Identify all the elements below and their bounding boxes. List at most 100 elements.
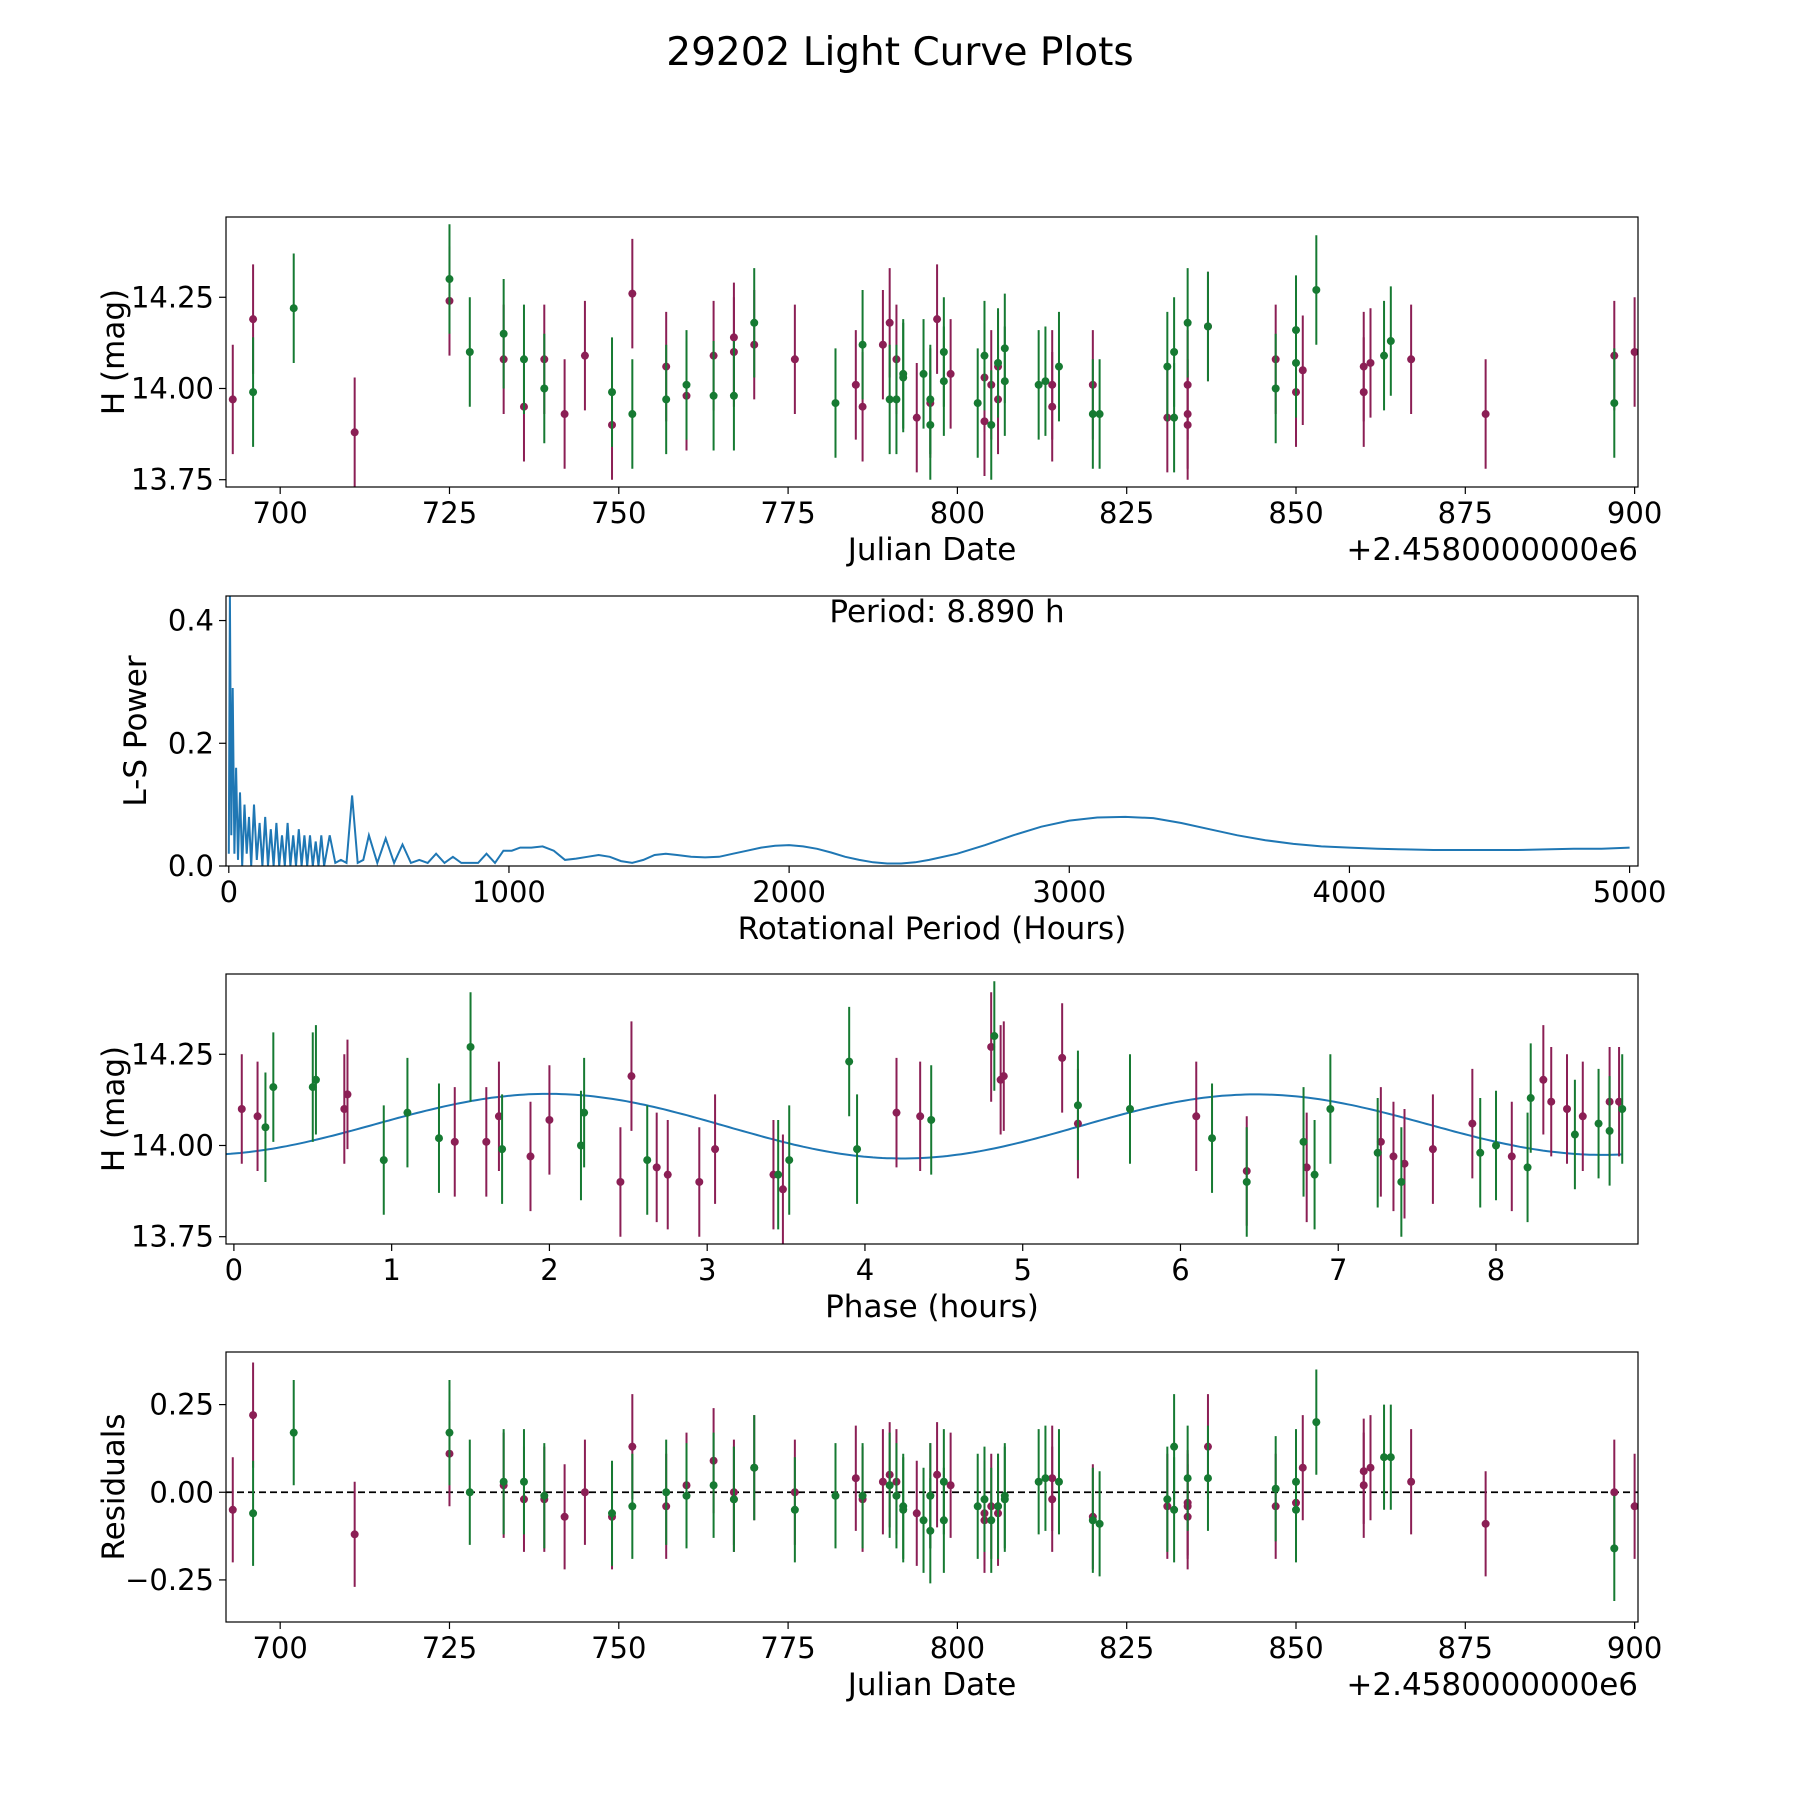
data-point: [576, 1141, 585, 1150]
series-filter_b: [249, 1369, 1619, 1601]
data-point: [1386, 337, 1395, 346]
data-point: [434, 1134, 443, 1143]
data-point: [709, 1481, 718, 1490]
data-point: [343, 1090, 352, 1099]
data-point: [1407, 355, 1416, 364]
data-point: [750, 1463, 759, 1472]
data-point: [987, 420, 996, 429]
data-point: [1048, 1495, 1057, 1504]
data-point: [1242, 1177, 1251, 1186]
data-point: [892, 395, 901, 404]
data-point: [1073, 1101, 1082, 1110]
x-tick-label: 5: [1013, 1253, 1031, 1287]
data-point: [729, 1495, 738, 1504]
data-point: [1312, 1418, 1321, 1427]
data-point: [580, 1108, 589, 1117]
axes-frame: [225, 595, 1639, 867]
data-point: [987, 1516, 996, 1525]
data-point: [1041, 1474, 1050, 1483]
panel-phased: 0 1 2 3 4 5 6 7 8 13.75 14.00 14.25 Phase (hours) H (…: [96, 973, 1639, 1325]
panel-lightcurve: 700 725 750 775 800 825 850 875 900 13.75 14.00 14.…: [96, 216, 1662, 568]
x-tick-label: 7: [1329, 1253, 1347, 1287]
data-point: [939, 1516, 948, 1525]
y-tick-label: 13.75: [131, 463, 214, 497]
data-point: [1610, 399, 1619, 408]
data-layer: [227, 596, 1630, 866]
data-point: [608, 388, 617, 397]
data-point: [980, 1495, 989, 1504]
data-point: [1058, 1053, 1067, 1062]
data-point: [858, 340, 867, 349]
data-point: [853, 1145, 862, 1154]
data-point: [608, 1509, 617, 1518]
data-point: [1481, 1519, 1490, 1528]
panel-residuals: 700 725 750 775 800 825 850 875 900 −0.25 0.00 0.25…: [96, 1351, 1662, 1703]
data-point: [1298, 1463, 1307, 1472]
data-point: [1547, 1097, 1556, 1106]
data-point: [628, 410, 637, 419]
data-point: [1054, 362, 1063, 371]
data-point: [1476, 1148, 1485, 1157]
data-point: [1610, 1544, 1619, 1553]
data-point: [445, 275, 454, 284]
data-point: [1163, 362, 1172, 371]
data-point: [249, 1509, 258, 1518]
x-tick-label: 4000: [1313, 875, 1387, 909]
data-point: [892, 1108, 901, 1117]
y-tick-label: 14.25: [131, 1037, 214, 1071]
data-point: [899, 1505, 908, 1514]
data-point: [729, 333, 738, 342]
x-tick-label: 750: [591, 1631, 646, 1665]
x-tick-label: 825: [1099, 1631, 1154, 1665]
data-point: [946, 1481, 955, 1490]
data-point: [1000, 377, 1009, 386]
data-point: [980, 351, 989, 360]
periodogram-line: [227, 596, 1630, 866]
data-point: [1481, 410, 1490, 419]
x-tick-label: 3000: [1032, 875, 1106, 909]
x-tick-label: 6: [1171, 1253, 1189, 1287]
data-point: [1326, 1105, 1335, 1113]
data-point: [851, 380, 860, 389]
data-point: [1400, 1159, 1409, 1168]
x-tick-label: 775: [760, 496, 815, 530]
data-point: [912, 413, 921, 422]
data-point: [1054, 1477, 1063, 1486]
data-point: [1163, 1495, 1172, 1504]
data-point: [1380, 351, 1389, 360]
data-point: [1380, 1453, 1389, 1462]
data-point: [927, 1115, 936, 1124]
data-layer: [228, 224, 1638, 487]
data-point: [1618, 1105, 1627, 1113]
data-point: [1570, 1130, 1579, 1139]
data-point: [973, 1502, 982, 1511]
data-point: [851, 1474, 860, 1483]
y-tick-label: 13.75: [131, 1220, 214, 1254]
data-point: [482, 1137, 491, 1146]
data-point: [340, 1105, 349, 1113]
data-point: [1203, 1474, 1212, 1483]
y-tick-label: 14.00: [131, 1128, 214, 1162]
data-point: [980, 417, 989, 426]
data-point: [253, 1112, 262, 1121]
data-point: [580, 351, 589, 360]
data-point: [1048, 402, 1057, 411]
data-point: [1563, 1105, 1572, 1113]
data-point: [1095, 1519, 1104, 1528]
y-axis-label: H (mag): [96, 289, 132, 415]
x-tick-label: 850: [1268, 1631, 1323, 1665]
y-axis-label: Residuals: [96, 1413, 132, 1560]
data-point: [1088, 410, 1097, 419]
data-point: [526, 1152, 535, 1161]
x-tick-label: 4: [856, 1253, 874, 1287]
x-tick-label: 2000: [752, 875, 826, 909]
data-point: [616, 1177, 625, 1186]
data-point: [249, 315, 258, 324]
x-tick-label: 1000: [472, 875, 546, 909]
x-tick-label: 900: [1607, 1631, 1662, 1665]
data-point: [662, 395, 671, 404]
x-offset-label: +2.4580000000e6: [1346, 532, 1638, 568]
data-point: [790, 355, 799, 364]
